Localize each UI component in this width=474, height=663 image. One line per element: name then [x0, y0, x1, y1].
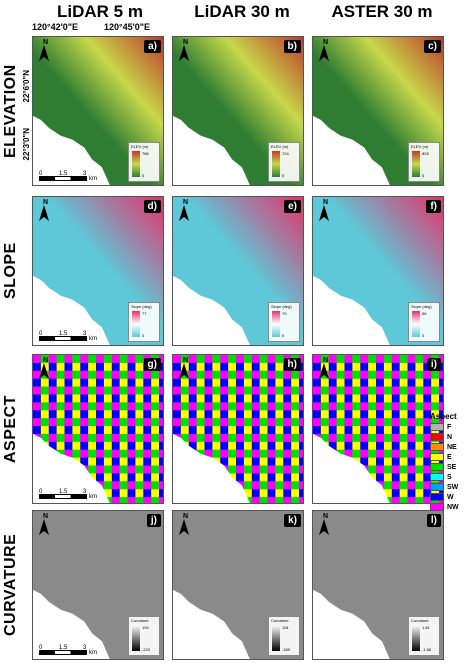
map-panel-h: h) N [172, 354, 304, 504]
aspect-swatch [430, 433, 444, 441]
color-ramp-legend: ELEV (m) 786 0 [128, 142, 160, 182]
color-ramp-legend: Slope (deg) 70 0 [268, 302, 300, 342]
panel-label: d) [143, 200, 161, 213]
aspect-legend-title: Aspect [430, 412, 457, 421]
aspect-legend: Aspect F N NE E SE S SW W [430, 412, 474, 512]
panel-label: a) [144, 40, 161, 53]
scale-bar: 0 1.5 3 km [39, 331, 97, 342]
aspect-legend-item: SW [430, 482, 474, 492]
aspect-swatch [430, 423, 444, 431]
scale-bar: 0 1.5 3 km [39, 171, 97, 182]
color-ramp-legend: ELEV (m) 724 0 [268, 142, 300, 182]
map-panel-j: j) N 0 1.5 3 km Curvature 194 -229 [32, 510, 164, 660]
aspect-map [173, 355, 303, 503]
latitude-label-1: 22°6'0"N [22, 70, 31, 103]
longitude-label-1: 120°42'0"E [32, 22, 79, 32]
panel-label: l) [426, 514, 441, 527]
map-panel-a: a) N 0 1.5 3 km ELEV (m) 786 0 [32, 36, 164, 186]
aspect-legend-item: W [430, 492, 474, 502]
aspect-swatch [430, 483, 444, 491]
panel-label: k) [284, 514, 301, 527]
map-panel-i: i) N [312, 354, 444, 504]
aspect-legend-item: NE [430, 442, 474, 452]
panel-label: c) [424, 40, 441, 53]
color-ramp-legend: Slope (deg) 77 0 [128, 302, 160, 342]
panel-label: b) [283, 40, 301, 53]
panel-label: g) [143, 358, 161, 371]
aspect-legend-label: E [447, 453, 452, 461]
map-panel-l: l) N Curvature 1.81 -1.88 [312, 510, 444, 660]
row-title-elevation: ELEVATION [2, 64, 19, 158]
color-ramp-legend: ELEV (m) 828 0 [408, 142, 440, 182]
north-arrow-icon: N [37, 513, 51, 537]
panel-label: f) [426, 200, 441, 213]
color-ramp-legend: Curvature 194 -229 [128, 616, 160, 656]
north-arrow-icon: N [37, 199, 51, 223]
north-arrow-icon: N [317, 513, 331, 537]
map-panel-k: k) N Curvature 118 -189 [172, 510, 304, 660]
latitude-label-2: 22°3'0"N [22, 128, 31, 161]
map-panel-g: g) N 0 1.5 3 km [32, 354, 164, 504]
map-panel-f: f) N Slope (deg) 56 0 [312, 196, 444, 346]
north-arrow-icon: N [177, 513, 191, 537]
land-area [313, 355, 443, 503]
color-ramp-legend: Curvature 1.81 -1.88 [408, 616, 440, 656]
map-panel-d: d) N 0 1.5 3 km Slope (deg) 77 0 [32, 196, 164, 346]
map-panel-b: b) N ELEV (m) 724 0 [172, 36, 304, 186]
aspect-legend-label: NE [447, 443, 457, 451]
panel-label: j) [146, 514, 161, 527]
north-arrow-icon: N [177, 199, 191, 223]
aspect-legend-item: F [430, 422, 474, 432]
aspect-legend-label: N [447, 433, 453, 441]
aspect-swatch [430, 493, 444, 501]
color-ramp-legend: Slope (deg) 56 0 [408, 302, 440, 342]
column-title-lidar30: LiDAR 30 m [194, 2, 290, 21]
aspect-legend-label: SW [447, 483, 459, 491]
aspect-swatch [430, 463, 444, 471]
north-arrow-icon: N [317, 199, 331, 223]
aspect-legend-label: W [447, 493, 454, 501]
scale-bar: 0 1.5 3 km [39, 489, 97, 500]
row-title-curvature: CURVATURE [2, 533, 19, 637]
north-arrow-icon: N [317, 357, 331, 381]
aspect-legend-label: F [447, 423, 452, 431]
north-arrow-icon: N [177, 39, 191, 63]
aspect-legend-label: SE [447, 463, 457, 471]
aspect-swatch [430, 453, 444, 461]
aspect-swatch [430, 443, 444, 451]
aspect-legend-item: S [430, 472, 474, 482]
north-arrow-icon: N [317, 39, 331, 63]
land-area [33, 355, 163, 503]
aspect-legend-item: E [430, 452, 474, 462]
land-area [173, 355, 303, 503]
aspect-map [33, 355, 163, 503]
scale-bar: 0 1.5 3 km [39, 645, 97, 656]
aspect-map [313, 355, 443, 503]
north-arrow-icon: N [177, 357, 191, 381]
aspect-legend-label: S [447, 473, 452, 481]
aspect-swatch [430, 503, 444, 511]
north-arrow-icon: N [37, 39, 51, 63]
aspect-legend-label: NW [447, 503, 459, 511]
row-title-aspect: ASPECT [2, 395, 19, 463]
aspect-legend-item: N [430, 432, 474, 442]
map-panel-e: e) N Slope (deg) 70 0 [172, 196, 304, 346]
north-arrow-icon: N [37, 357, 51, 381]
panel-label: i) [426, 358, 441, 371]
panel-label: e) [284, 200, 301, 213]
panel-label: h) [283, 358, 301, 371]
longitude-label-2: 120°45'0"E [104, 22, 151, 32]
column-title-aster30: ASTER 30 m [331, 2, 433, 21]
map-panel-c: c) N ELEV (m) 828 0 [312, 36, 444, 186]
column-title-lidar5: LiDAR 5 m [57, 2, 143, 21]
color-ramp-legend: Curvature 118 -189 [268, 616, 300, 656]
aspect-legend-item: SE [430, 462, 474, 472]
aspect-legend-item: NW [430, 502, 474, 512]
row-title-slope: SLOPE [2, 242, 19, 300]
aspect-swatch [430, 473, 444, 481]
